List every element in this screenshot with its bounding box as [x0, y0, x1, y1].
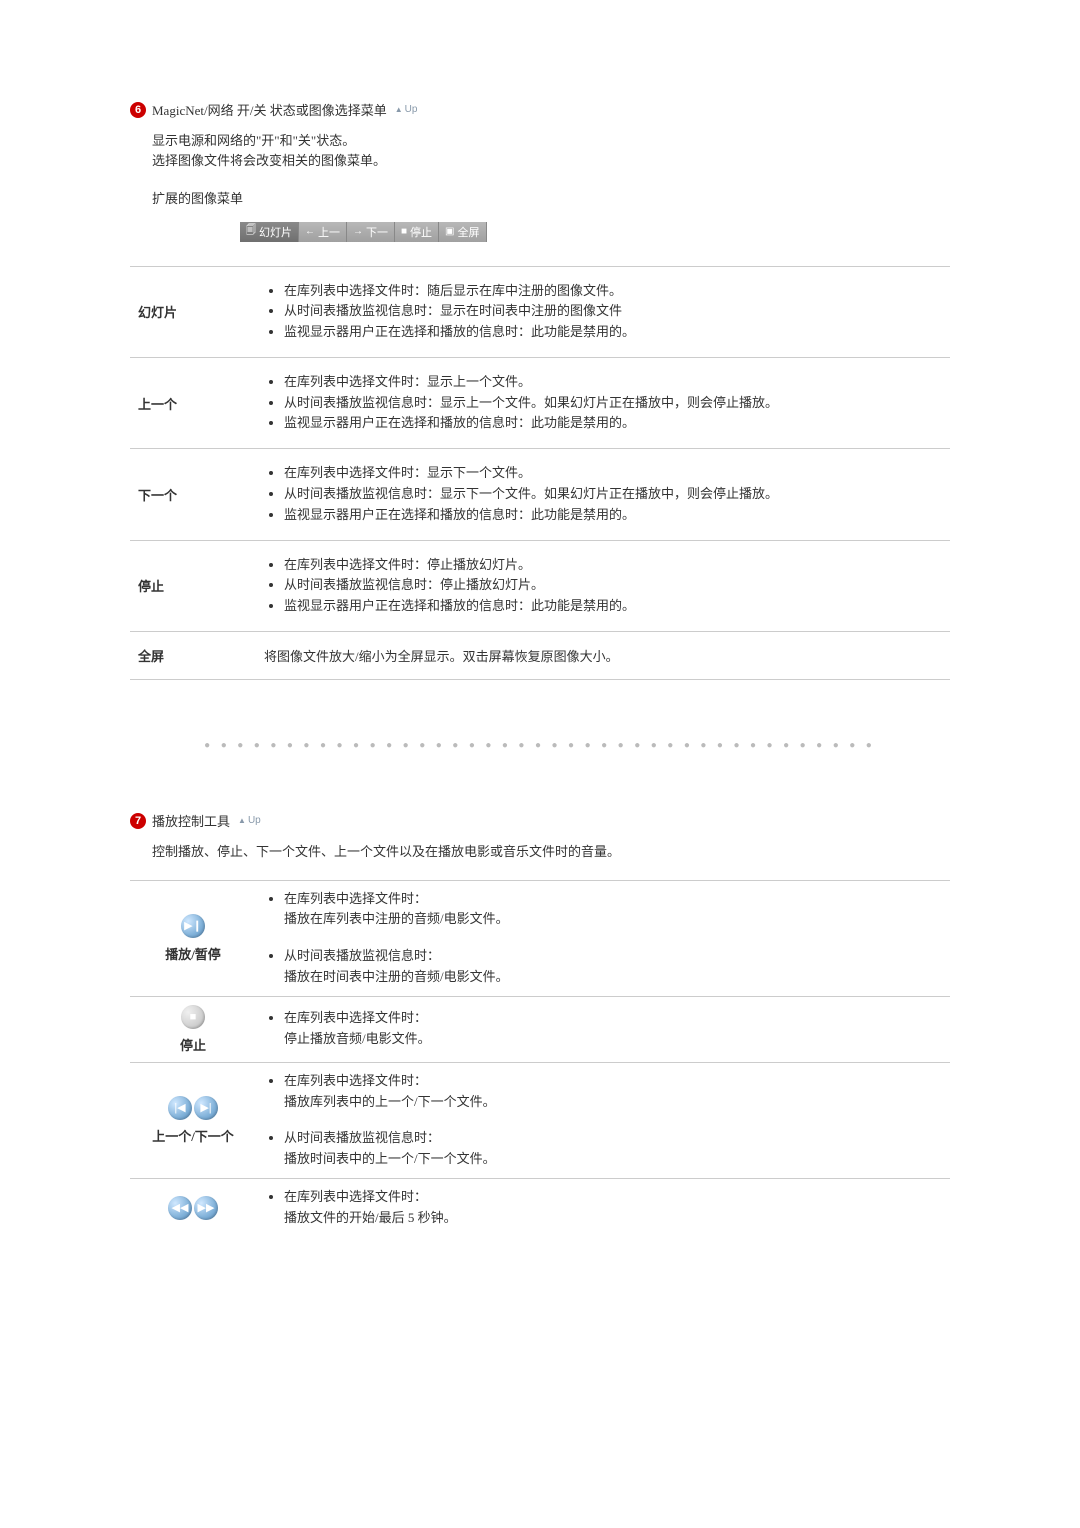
list-item: 从时间表播放监视信息时：显示上一个文件。如果幻灯片正在播放中，则会停止播放。 — [284, 393, 942, 414]
desc-cell: 将图像文件放大/缩小为全屏显示。双击屏幕恢复原图像大小。 — [256, 632, 950, 680]
fullscreen-icon: ▣ — [445, 226, 454, 237]
table-row: 幻灯片 在库列表中选择文件时：随后显示在库中注册的图像文件。 从时间表播放监视信… — [130, 266, 950, 357]
image-menu-definition-table: 幻灯片 在库列表中选择文件时：随后显示在库中注册的图像文件。 从时间表播放监视信… — [130, 266, 950, 681]
list-item: 监视显示器用户正在选择和播放的信息时：此功能是禁用的。 — [284, 596, 942, 617]
glyph: ■ — [190, 1011, 197, 1023]
glyph: ▶| — [200, 1101, 211, 1114]
toolbar-fullscreen[interactable]: ▣ 全屏 — [439, 222, 486, 242]
desc-cell: 在库列表中选择文件时：停止播放幻灯片。 从时间表播放监视信息时：停止播放幻灯片。… — [256, 540, 950, 631]
table-row: ■ 停止 在库列表中选择文件时：停止播放音频/电影文件。 — [130, 996, 950, 1062]
desc-line: 显示电源和网络的"开"和"关"状态。 — [152, 131, 950, 151]
term-cell: 全屏 — [130, 632, 256, 680]
section-6-header: 6 MagicNet/网络 开/关 状态或图像选择菜单 Up — [130, 100, 950, 119]
desc-cell: 在库列表中选择文件时：显示下一个文件。 从时间表播放监视信息时：显示下一个文件。… — [256, 449, 950, 540]
section-6-number-badge: 6 — [130, 102, 146, 118]
toolbar-prev[interactable]: ←上一 — [299, 222, 347, 242]
term-cell: 停止 — [130, 540, 256, 631]
section-7-description: 控制播放、停止、下一个文件、上一个文件以及在播放电影或音乐文件时的音量。 — [152, 842, 950, 862]
stop-icon[interactable]: ■ — [181, 1005, 205, 1029]
desc-cell: 在库列表中选择文件时：播放库列表中的上一个/下一个文件。 — [256, 1062, 950, 1120]
list-item: 从时间表播放监视信息时：播放时间表中的上一个/下一个文件。 — [284, 1128, 942, 1170]
list-item: 从时间表播放监视信息时：停止播放幻灯片。 — [284, 575, 942, 596]
section-6-description: 显示电源和网络的"开"和"关"状态。 选择图像文件将会改变相关的图像菜单。 — [152, 131, 950, 170]
arrow-left-icon: ← — [305, 226, 315, 237]
arrow-right-icon: → — [353, 226, 363, 237]
term-cell: 下一个 — [130, 449, 256, 540]
up-link[interactable]: Up — [238, 815, 261, 826]
list-item: 监视显示器用户正在选择和播放的信息时：此功能是禁用的。 — [284, 322, 942, 343]
list-item: 从时间表播放监视信息时：显示在时间表中注册的图像文件 — [284, 301, 942, 322]
desc-cell: 在库列表中选择文件时：随后显示在库中注册的图像文件。 从时间表播放监视信息时：显… — [256, 266, 950, 357]
list-item: 从时间表播放监视信息时：显示下一个文件。如果幻灯片正在播放中，则会停止播放。 — [284, 484, 942, 505]
term-cell: 上一个 — [130, 357, 256, 448]
desc-line: 选择图像文件将会改变相关的图像菜单。 — [152, 151, 950, 171]
glyph: ▶❙ — [184, 919, 202, 932]
list-item: 在库列表中选择文件时：停止播放音频/电影文件。 — [284, 1008, 942, 1050]
up-link[interactable]: Up — [395, 104, 418, 115]
icon-label-cell: |◀ ▶| 上一个/下一个 — [130, 1062, 256, 1178]
toolbar-label: 幻灯片 — [259, 224, 292, 240]
table-row: 下一个 在库列表中选择文件时：显示下一个文件。 从时间表播放监视信息时：显示下一… — [130, 449, 950, 540]
control-label: 播放/暂停 — [138, 944, 248, 963]
glyph: ◀◀ — [172, 1201, 189, 1214]
list-item: 在库列表中选择文件时：随后显示在库中注册的图像文件。 — [284, 281, 942, 302]
rewind-icon[interactable]: ◀◀ — [168, 1196, 192, 1220]
table-row: |◀▶| 上一个/下一个 在库列表中选择文件时：播放库列表中的上一个/下一个文件… — [130, 1062, 950, 1120]
toolbar-slideshow[interactable]: 🗐幻灯片 — [240, 222, 299, 242]
icon-label-cell: ◀◀ ▶▶ — [130, 1178, 256, 1236]
list-item: 在库列表中选择文件时：播放库列表中的上一个/下一个文件。 — [284, 1071, 942, 1113]
table-row: ▶❙ 播放/暂停 在库列表中选择文件时：播放在库列表中注册的音频/电影文件。 — [130, 880, 950, 938]
desc-cell: 从时间表播放监视信息时：播放在时间表中注册的音频/电影文件。 — [256, 938, 950, 996]
next-icon[interactable]: ▶| — [194, 1096, 218, 1120]
table-row: 停止 在库列表中选择文件时：停止播放幻灯片。 从时间表播放监视信息时：停止播放幻… — [130, 540, 950, 631]
glyph: ▶▶ — [198, 1201, 215, 1214]
stop-icon: ■ — [401, 226, 407, 237]
table-row: ◀◀ ▶▶ 在库列表中选择文件时：播放文件的开始/最后 5 秒钟。 — [130, 1178, 950, 1236]
toolbar-stop[interactable]: ■停止 — [395, 222, 439, 242]
desc-cell: 在库列表中选择文件时：播放在库列表中注册的音频/电影文件。 — [256, 880, 950, 938]
prev-icon[interactable]: |◀ — [168, 1096, 192, 1120]
toolbar-label: 上一 — [318, 224, 340, 240]
slideshow-icon: 🗐 — [246, 223, 256, 240]
list-item: 在库列表中选择文件时：播放在库列表中注册的音频/电影文件。 — [284, 889, 942, 931]
toolbar-label: 下一 — [366, 224, 388, 240]
list-item: 在库列表中选择文件时：播放文件的开始/最后 5 秒钟。 — [284, 1187, 942, 1229]
toolbar-next[interactable]: →下一 — [347, 222, 395, 242]
desc-cell: 在库列表中选择文件时：显示上一个文件。 从时间表播放监视信息时：显示上一个文件。… — [256, 357, 950, 448]
extended-image-menu-heading: 扩展的图像菜单 — [152, 188, 950, 207]
list-item: 在库列表中选择文件时：停止播放幻灯片。 — [284, 555, 942, 576]
glyph: |◀ — [174, 1101, 185, 1114]
desc-cell: 在库列表中选择文件时：停止播放音频/电影文件。 — [256, 996, 950, 1062]
icon-label-cell: ▶❙ 播放/暂停 — [130, 880, 256, 996]
toolbar-label: 停止 — [410, 224, 432, 240]
image-toolbar: 🗐幻灯片 ←上一 →下一 ■停止 ▣ 全屏 — [240, 221, 950, 242]
term-cell: 幻灯片 — [130, 266, 256, 357]
section-6-title: MagicNet/网络 开/关 状态或图像选择菜单 — [152, 100, 387, 119]
list-item: 监视显示器用户正在选择和播放的信息时：此功能是禁用的。 — [284, 413, 942, 434]
list-item: 在库列表中选择文件时：显示上一个文件。 — [284, 372, 942, 393]
section-7-header: 7 播放控制工具 Up — [130, 811, 950, 830]
icon-label-cell: ■ 停止 — [130, 996, 256, 1062]
fast-forward-icon[interactable]: ▶▶ — [194, 1196, 218, 1220]
play-pause-icon[interactable]: ▶❙ — [181, 914, 205, 938]
table-row: 上一个 在库列表中选择文件时：显示上一个文件。 从时间表播放监视信息时：显示上一… — [130, 357, 950, 448]
table-row: 全屏 将图像文件放大/缩小为全屏显示。双击屏幕恢复原图像大小。 — [130, 632, 950, 680]
section-7-number-badge: 7 — [130, 813, 146, 829]
section-7-title: 播放控制工具 — [152, 811, 230, 830]
control-label: 停止 — [138, 1035, 248, 1054]
toolbar-label: 全屏 — [458, 224, 480, 240]
list-item: 从时间表播放监视信息时：播放在时间表中注册的音频/电影文件。 — [284, 946, 942, 988]
control-label: 上一个/下一个 — [138, 1126, 248, 1145]
list-item: 在库列表中选择文件时：显示下一个文件。 — [284, 463, 942, 484]
section-separator: ● ● ● ● ● ● ● ● ● ● ● ● ● ● ● ● ● ● ● ● … — [130, 740, 950, 751]
list-item: 监视显示器用户正在选择和播放的信息时：此功能是禁用的。 — [284, 505, 942, 526]
desc-cell: 从时间表播放监视信息时：播放时间表中的上一个/下一个文件。 — [256, 1120, 950, 1178]
playback-controls-table: ▶❙ 播放/暂停 在库列表中选择文件时：播放在库列表中注册的音频/电影文件。 从… — [130, 880, 950, 1237]
desc-cell: 在库列表中选择文件时：播放文件的开始/最后 5 秒钟。 — [256, 1178, 950, 1236]
